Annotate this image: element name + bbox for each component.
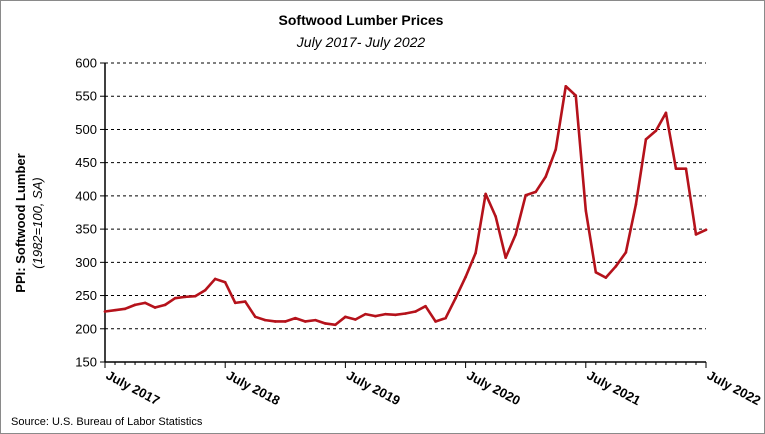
data-point	[454, 296, 457, 300]
y-tick-label: 400	[75, 188, 97, 203]
y-tick-label: 600	[75, 56, 97, 71]
data-point	[354, 318, 357, 321]
y-axis-label: PPI: Softwood Lumber	[13, 153, 28, 292]
chart-subtitle: July 2017- July 2022	[296, 34, 426, 50]
data-point	[213, 277, 217, 281]
gridlines	[105, 62, 706, 330]
data-point	[434, 320, 437, 323]
data-point	[334, 323, 337, 327]
data-point	[183, 295, 187, 299]
data-point	[684, 167, 688, 170]
y-axis-ticks: 150 200 250 300 350 400 450 500 550 600	[75, 56, 105, 370]
data-point	[253, 315, 257, 319]
data-point	[424, 304, 427, 308]
x-tick-label: July 2020	[464, 367, 523, 408]
series-line	[103, 84, 708, 327]
data-point	[624, 251, 628, 254]
data-point	[544, 175, 548, 178]
data-point	[504, 256, 507, 259]
data-point	[153, 306, 157, 309]
x-tick-label: July 2017	[104, 367, 163, 408]
y-tick-label: 300	[75, 255, 97, 270]
data-point	[564, 84, 568, 88]
y-tick-label: 500	[75, 122, 97, 137]
data-point	[133, 303, 137, 307]
data-point	[364, 312, 367, 316]
y-tick-label: 200	[75, 321, 97, 336]
x-tick-label: July 2022	[705, 367, 764, 408]
data-point	[514, 233, 517, 236]
data-point	[223, 280, 227, 284]
data-point	[314, 318, 317, 322]
data-point	[634, 203, 638, 206]
data-point	[203, 288, 207, 292]
data-point	[604, 276, 608, 279]
data-point	[394, 313, 397, 317]
data-point	[554, 148, 558, 151]
data-point	[163, 303, 167, 307]
chart-title: Softwood Lumber Prices	[279, 12, 444, 28]
data-point	[324, 322, 327, 325]
series-layer	[103, 84, 708, 327]
x-axis-ticks: July 2017 July 2018 July 2019 July 2020 July…	[104, 362, 764, 408]
data-point	[304, 320, 307, 323]
data-point	[484, 192, 487, 196]
x-tick-label: July 2019	[344, 367, 403, 408]
y-tick-label: 450	[75, 155, 97, 170]
data-point	[103, 310, 107, 313]
data-point	[494, 215, 497, 218]
y-tick-label: 550	[75, 89, 97, 104]
data-point	[263, 318, 267, 322]
data-point	[614, 265, 618, 268]
y-axis-label-note: (1982=100, SA)	[30, 177, 45, 268]
data-point	[584, 209, 588, 212]
data-point	[193, 294, 197, 298]
data-point	[243, 300, 247, 303]
data-point	[524, 193, 527, 197]
data-point	[674, 167, 678, 170]
data-point	[173, 296, 177, 300]
data-point	[113, 308, 117, 312]
data-point	[414, 310, 417, 313]
source-note: Source: U.S. Bureau of Labor Statistics	[11, 416, 203, 428]
data-point	[374, 314, 377, 318]
data-point	[574, 94, 578, 97]
data-point	[294, 316, 297, 320]
data-point	[464, 275, 467, 279]
data-point	[664, 111, 668, 115]
data-point	[594, 271, 598, 274]
data-point	[273, 320, 277, 323]
x-tick-label: July 2018	[224, 367, 283, 408]
data-point	[444, 316, 447, 320]
data-point	[704, 228, 708, 232]
x-tick-label: July 2021	[584, 367, 643, 408]
data-point	[344, 315, 347, 319]
data-point	[143, 301, 147, 305]
data-point	[404, 312, 407, 315]
data-point	[694, 233, 698, 236]
y-tick-label: 150	[75, 355, 97, 370]
data-point	[384, 312, 387, 316]
data-point	[123, 307, 127, 311]
data-point	[474, 251, 477, 255]
y-tick-label: 350	[75, 222, 97, 237]
data-point	[284, 320, 287, 323]
data-point	[644, 138, 648, 141]
y-tick-label: 250	[75, 288, 97, 303]
data-point	[534, 190, 538, 194]
data-point	[654, 129, 658, 133]
data-point	[233, 301, 237, 305]
